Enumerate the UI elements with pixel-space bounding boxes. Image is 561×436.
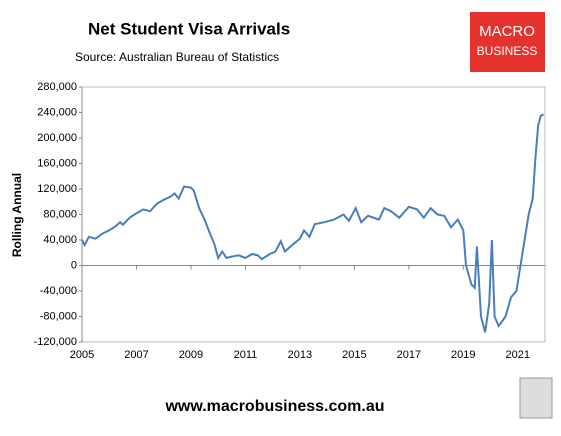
x-tick-label: 2013 [288,349,312,361]
y-tick-label: -120,000 [34,336,77,348]
logo [470,12,545,72]
x-tick-label: 2005 [70,349,94,361]
footer: www.macrobusiness.com.au [164,398,384,415]
y-tick-label: 80,000 [43,208,77,220]
y-tick-label: 40,000 [43,234,77,246]
y-tick-label: 160,000 [37,157,77,169]
chart-title: Net Student Visa Arrivals [88,19,290,38]
x-tick-label: 2009 [179,349,203,361]
x-tick-label: 2017 [397,349,421,361]
chart-subtitle: Source: Australian Bureau of Statistics [75,50,279,64]
data-line [81,113,545,333]
y-tick-label: 120,000 [37,183,77,195]
x-tick-label: 2007 [124,349,148,361]
y-tick-label: -80,000 [40,310,77,322]
logo-text: BUSINESS [477,44,538,58]
logo-text: MACRO [479,23,535,40]
x-tick-label: 2021 [506,349,530,361]
wolf-icon [519,377,553,419]
y-tick-label: 0 [71,259,77,271]
y-tick-label: 240,000 [37,106,77,118]
y-tick-label: 280,000 [37,81,77,93]
y-tick-label: 200,000 [37,132,77,144]
x-tick-label: 2011 [234,349,258,361]
x-tick-label: 2019 [451,349,475,361]
y-tick-label: -40,000 [40,285,77,297]
x-tick-label: 2015 [342,349,366,361]
y-axis-label: Rolling Annual [10,173,24,257]
